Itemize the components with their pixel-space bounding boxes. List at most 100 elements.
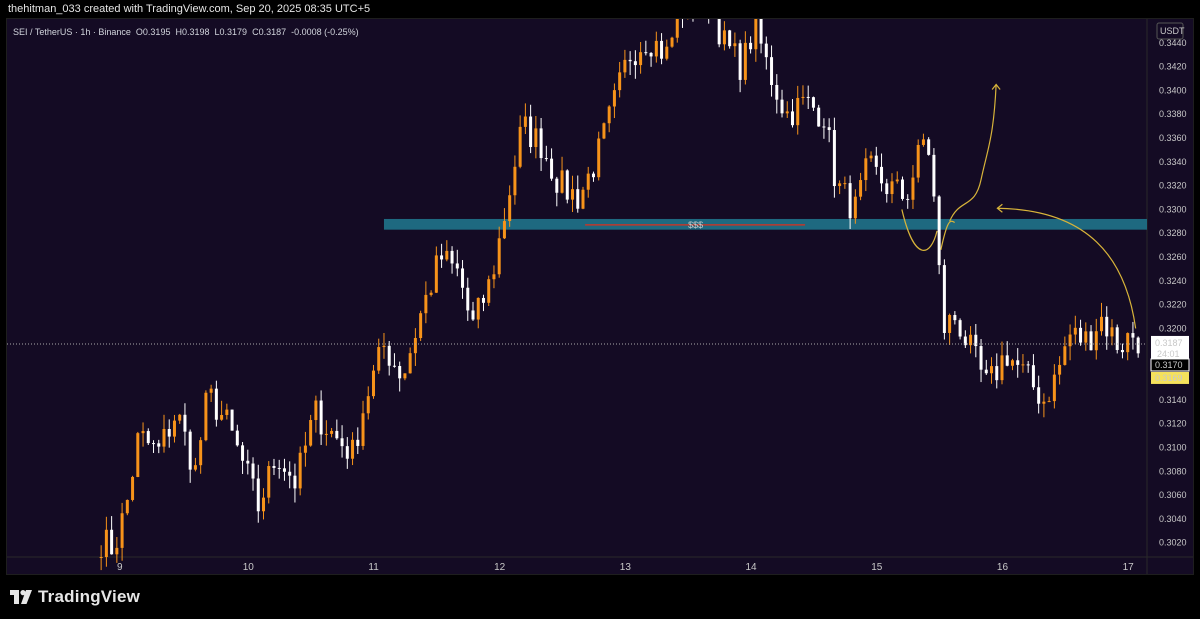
bearish-candle[interactable]	[387, 345, 391, 366]
bullish-candle[interactable]	[361, 413, 365, 446]
bullish-candle[interactable]	[125, 499, 129, 514]
bearish-candle[interactable]	[146, 431, 150, 444]
bearish-candle[interactable]	[633, 61, 637, 66]
bearish-candle[interactable]	[974, 334, 978, 347]
bullish-candle[interactable]	[513, 166, 517, 196]
bullish-candle[interactable]	[948, 315, 952, 333]
bearish-candle[interactable]	[319, 400, 323, 435]
bearish-candle[interactable]	[1120, 349, 1124, 353]
bullish-candle[interactable]	[597, 138, 601, 178]
bearish-candle[interactable]	[628, 59, 632, 62]
bullish-candle[interactable]	[267, 466, 271, 498]
bearish-candle[interactable]	[649, 52, 653, 57]
bullish-candle[interactable]	[602, 123, 606, 139]
bearish-candle[interactable]	[764, 43, 768, 58]
bullish-candle[interactable]	[1068, 334, 1072, 347]
sweep-curve[interactable]	[901, 209, 938, 251]
chart-area[interactable]: 0.3440 0.3420 0.3400 0.3380 0.3360 0.3340 0.33…	[6, 18, 1194, 575]
bullish-candle[interactable]	[371, 370, 375, 397]
bullish-candle[interactable]	[895, 179, 899, 182]
bearish-candle[interactable]	[717, 19, 721, 45]
bullish-candle[interactable]	[199, 440, 203, 466]
bullish-candle[interactable]	[476, 297, 480, 320]
bearish-candle[interactable]	[471, 310, 475, 320]
sweep-hook-arrow[interactable]	[940, 220, 955, 251]
bearish-candle[interactable]	[1136, 337, 1140, 354]
bullish-candle[interactable]	[523, 116, 527, 127]
bullish-candle[interactable]	[309, 420, 313, 446]
bullish-candle[interactable]	[675, 19, 679, 38]
bullish-candle[interactable]	[859, 180, 863, 197]
bearish-candle[interactable]	[1115, 327, 1119, 350]
bearish-candle[interactable]	[984, 369, 988, 374]
return-to-zone-arrow[interactable]	[997, 207, 1137, 329]
bullish-candle[interactable]	[403, 373, 407, 379]
bullish-candle[interactable]	[382, 345, 386, 348]
bullish-candle[interactable]	[172, 420, 176, 437]
bullish-candle[interactable]	[864, 158, 868, 181]
bearish-candle[interactable]	[529, 116, 533, 148]
bullish-candle[interactable]	[1100, 316, 1104, 332]
bullish-candle[interactable]	[623, 59, 627, 73]
bearish-candle[interactable]	[749, 42, 753, 50]
bullish-candle[interactable]	[843, 183, 847, 185]
bullish-candle[interactable]	[1110, 327, 1114, 337]
bearish-candle[interactable]	[644, 52, 648, 54]
bullish-candle[interactable]	[1047, 401, 1051, 403]
bearish-candle[interactable]	[932, 154, 936, 197]
bearish-candle[interactable]	[775, 84, 779, 100]
bearish-candle[interactable]	[440, 255, 444, 260]
bearish-candle[interactable]	[293, 475, 297, 489]
bullish-candle[interactable]	[377, 347, 381, 371]
bullish-candle[interactable]	[665, 46, 669, 59]
bearish-candle[interactable]	[728, 30, 732, 47]
bearish-candle[interactable]	[906, 198, 910, 200]
bullish-candle[interactable]	[502, 221, 506, 239]
bearish-candle[interactable]	[288, 471, 292, 476]
bullish-candle[interactable]	[1126, 333, 1130, 353]
bearish-candle[interactable]	[817, 107, 821, 127]
bullish-candle[interactable]	[445, 250, 449, 260]
bearish-candle[interactable]	[1131, 333, 1135, 338]
bearish-candle[interactable]	[392, 365, 396, 367]
bullish-candle[interactable]	[586, 173, 590, 190]
bearish-candle[interactable]	[340, 438, 344, 447]
currency-badge[interactable]	[1156, 22, 1184, 40]
bearish-candle[interactable]	[660, 40, 664, 59]
bullish-candle[interactable]	[607, 106, 611, 124]
bullish-candle[interactable]	[571, 189, 575, 200]
bearish-candle[interactable]	[450, 250, 454, 264]
bearish-candle[interactable]	[214, 388, 218, 420]
bullish-candle[interactable]	[518, 126, 522, 167]
bullish-candle[interactable]	[754, 19, 758, 50]
bullish-candle[interactable]	[408, 353, 412, 374]
bullish-candle[interactable]	[733, 43, 737, 47]
bearish-candle[interactable]	[953, 315, 957, 321]
bullish-candle[interactable]	[220, 414, 224, 420]
bullish-candle[interactable]	[1021, 364, 1025, 366]
bullish-candle[interactable]	[654, 40, 658, 57]
bullish-candle[interactable]	[1052, 374, 1056, 402]
bullish-candle[interactable]	[618, 72, 622, 91]
bearish-candle[interactable]	[874, 155, 878, 167]
bearish-candle[interactable]	[979, 346, 983, 370]
bullish-candle[interactable]	[351, 439, 355, 459]
bullish-candle[interactable]	[1063, 346, 1067, 365]
bullish-candle[interactable]	[99, 556, 103, 558]
bearish-candle[interactable]	[811, 97, 815, 108]
bearish-candle[interactable]	[157, 443, 161, 447]
bullish-candle[interactable]	[1010, 360, 1014, 366]
bullish-candle[interactable]	[916, 144, 920, 178]
bullish-candle[interactable]	[853, 196, 857, 219]
bullish-candle[interactable]	[429, 292, 433, 295]
bearish-candle[interactable]	[246, 460, 250, 464]
bearish-candle[interactable]	[544, 158, 548, 160]
bearish-candle[interactable]	[241, 445, 245, 461]
bullish-candle[interactable]	[487, 279, 491, 303]
bearish-candle[interactable]	[591, 173, 595, 178]
bullish-candle[interactable]	[670, 37, 674, 47]
bearish-candle[interactable]	[152, 443, 156, 445]
bullish-candle[interactable]	[115, 547, 119, 555]
bearish-candle[interactable]	[1016, 360, 1020, 365]
bullish-candle[interactable]	[131, 476, 135, 500]
